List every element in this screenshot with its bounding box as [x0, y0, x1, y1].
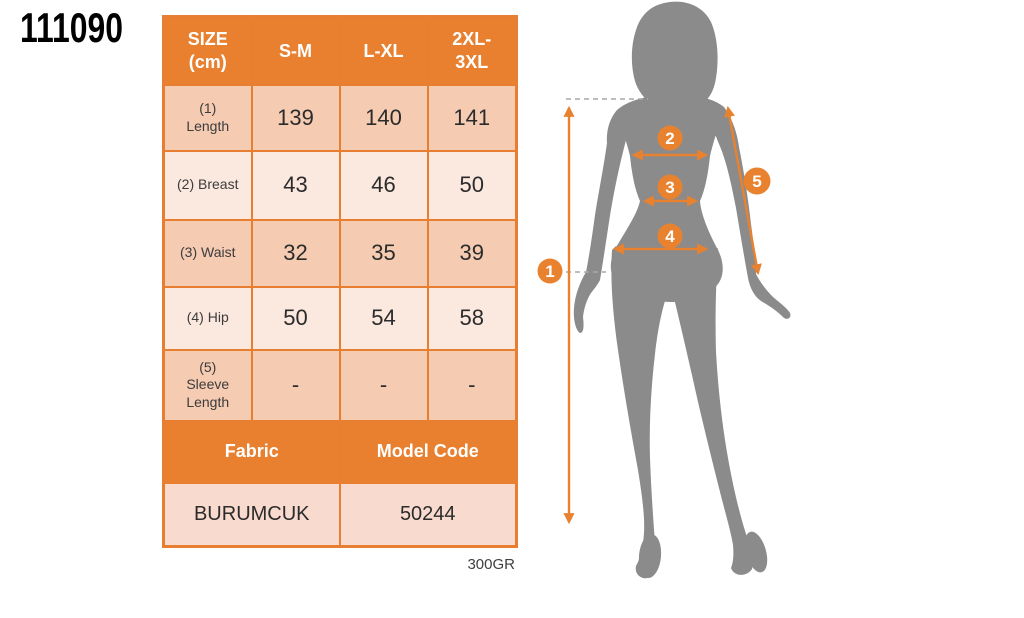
waist-l-xl: 35 [338, 218, 429, 288]
sleeve-s-m: - [250, 348, 341, 422]
marker-2-label: 2 [665, 129, 674, 148]
length-l-xl: 140 [338, 83, 429, 152]
fabric-header: Fabric [162, 419, 341, 484]
silhouette-left-arm [573, 110, 631, 333]
length-s-m: 139 [250, 83, 341, 152]
measure-arrows [563, 105, 762, 525]
model-code-value: 50244 [338, 481, 518, 548]
silhouette-right-arm [710, 107, 791, 319]
hip-s-m: 50 [250, 285, 341, 351]
col-header-l-xl: L-XL [338, 15, 429, 86]
marker-1-circle [537, 258, 563, 284]
col-header-s-m: S-M [250, 15, 341, 86]
sleeve-arrow [724, 105, 762, 276]
silhouette-right-leg [672, 248, 753, 575]
row-label-breast: (2) Breast [162, 149, 253, 221]
table-row-footer-header: Fabric Model Code [162, 419, 518, 484]
fabric-value: BURUMCUK [162, 481, 341, 548]
hip-2xl-3xl: 58 [426, 285, 518, 351]
model-code-header: Model Code [338, 419, 518, 484]
silhouette-right-foot [744, 531, 768, 573]
waist-s-m: 32 [250, 218, 341, 288]
measurement-figure: 1 2 3 4 5 [537, 1, 791, 579]
row-label-sleeve-length: (5) Sleeve Length [162, 348, 253, 422]
marker-3-label: 3 [665, 178, 674, 197]
col-header-size-cm: SIZE (cm) [162, 15, 253, 86]
measure-markers: 1 2 3 4 5 [537, 125, 771, 284]
silhouette-head [631, 1, 718, 105]
sleeve-2xl-3xl: - [426, 348, 518, 422]
marker-2-circle [657, 125, 683, 151]
col-header-2xl-3xl: 2XL- 3XL [426, 15, 518, 86]
table-row-waist: (3) Waist 32 35 39 [162, 218, 518, 288]
table-row-breast: (2) Breast 43 46 50 [162, 149, 518, 221]
size-table: SIZE (cm) S-M L-XL 2XL- 3XL (1) Length 1… [162, 15, 518, 548]
sleeve-l-xl: - [338, 348, 429, 422]
hip-l-xl: 54 [338, 285, 429, 351]
table-row-length: (1) Length 139 140 141 [162, 83, 518, 152]
marker-4-label: 4 [665, 227, 675, 246]
silhouette-left-leg [611, 246, 670, 579]
breast-l-xl: 46 [338, 149, 429, 221]
marker-1-label: 1 [545, 262, 554, 281]
table-row-hip: (4) Hip 50 54 58 [162, 285, 518, 351]
marker-3-circle [657, 174, 683, 200]
breast-s-m: 43 [250, 149, 341, 221]
marker-5-label: 5 [752, 172, 761, 191]
silhouette-left-foot [638, 534, 662, 578]
breast-2xl-3xl: 50 [426, 149, 518, 221]
row-label-length: (1) Length [162, 83, 253, 152]
body-silhouette-icon [573, 1, 791, 579]
row-label-hip: (4) Hip [162, 285, 253, 351]
row-label-waist: (3) Waist [162, 218, 253, 288]
product-code: 111090 [20, 4, 123, 51]
weight-note: 300GR [467, 556, 515, 573]
size-table-header-row: SIZE (cm) S-M L-XL 2XL- 3XL [162, 15, 518, 86]
waist-2xl-3xl: 39 [426, 218, 518, 288]
length-2xl-3xl: 141 [426, 83, 518, 152]
table-row-footer-values: BURUMCUK 50244 [162, 481, 518, 548]
marker-4-circle [657, 223, 683, 249]
table-row-sleeve-length: (5) Sleeve Length - - - [162, 348, 518, 422]
marker-5-circle [743, 167, 771, 195]
